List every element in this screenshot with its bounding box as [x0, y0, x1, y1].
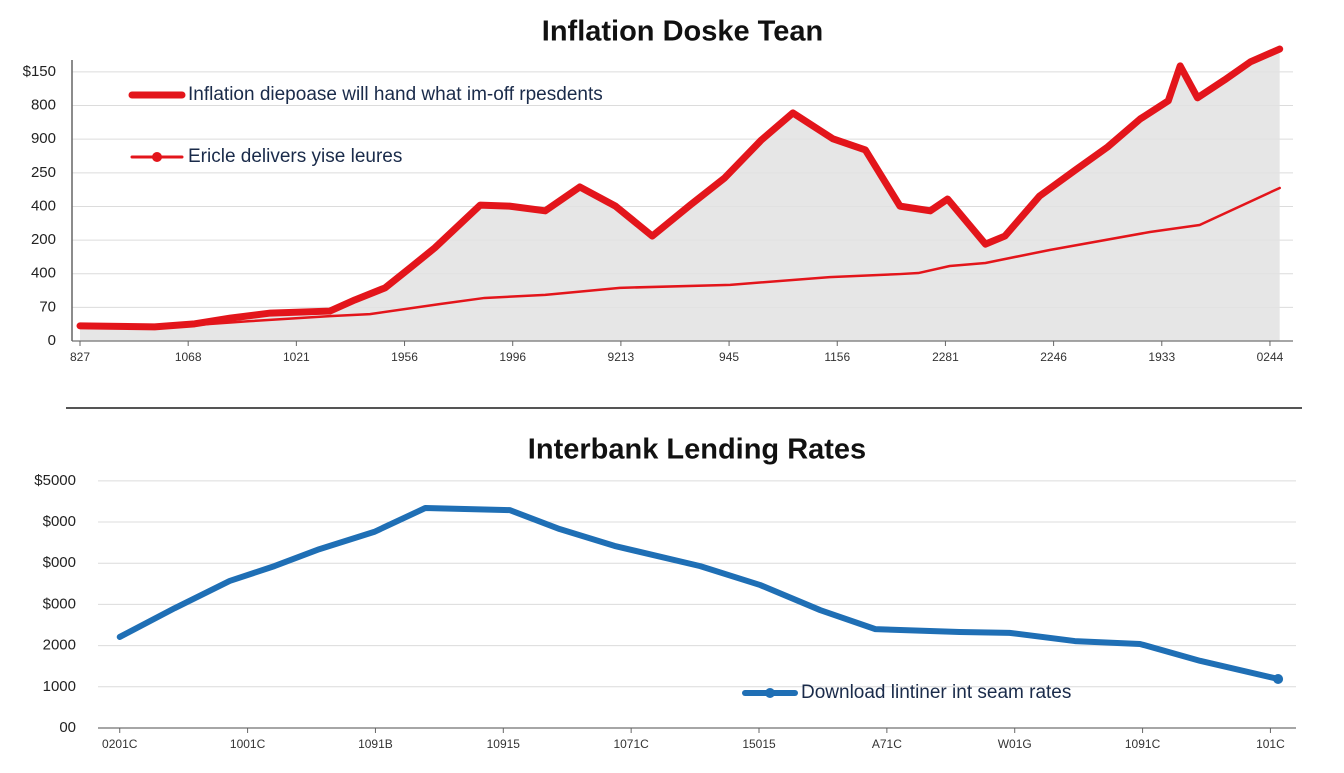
x-tick-label: 1068: [175, 350, 202, 364]
area-fill: [80, 49, 1280, 341]
x-tick-label: 101C: [1256, 737, 1285, 751]
x-tick-label: 15015: [742, 737, 776, 751]
legend-marker: [152, 152, 162, 162]
x-tick-label: 1021: [283, 350, 310, 364]
x-tick-label: 2281: [932, 350, 959, 364]
chart-title: Inflation Doske Tean: [542, 16, 823, 48]
x-tick-label: 1071C: [613, 737, 649, 751]
y-tick-label: 800: [31, 97, 56, 114]
x-tick-label: 945: [719, 350, 739, 364]
chart-title: Interbank Lending Rates: [528, 434, 866, 466]
y-tick-label: 400: [31, 265, 56, 282]
legend-marker: [765, 688, 775, 698]
x-tick-label: A71C: [872, 737, 902, 751]
y-tick-label: 900: [31, 130, 56, 147]
x-tick-label: 1156: [824, 350, 850, 364]
x-tick-label: 0244: [1257, 350, 1284, 364]
y-tick-label: 70: [39, 298, 56, 315]
y-tick-label: 200: [31, 231, 56, 248]
y-tick-label: $000: [43, 513, 76, 530]
legend-label: Ericle delivers yise leures: [188, 146, 402, 167]
x-tick-label: 1091C: [1125, 737, 1161, 751]
y-tick-label: 0: [48, 332, 56, 349]
legend-label: Inflation diepoase will hand what im-off…: [188, 84, 603, 105]
x-tick-label: 0201C: [102, 737, 138, 751]
x-tick-label: 1933: [1148, 350, 1175, 364]
line-series: [116, 505, 1282, 682]
x-tick-label: 10915: [487, 737, 521, 751]
x-tick-label: 827: [70, 350, 90, 364]
x-tick-label: W01G: [998, 737, 1032, 751]
y-tick-label: 400: [31, 197, 56, 214]
x-tick-label: 1956: [391, 350, 418, 364]
y-tick-label: $000: [43, 595, 76, 612]
x-tick-label: 9213: [608, 350, 635, 364]
x-tick-label: 2246: [1040, 350, 1067, 364]
end-marker: [1273, 673, 1284, 684]
y-tick-label: 1000: [43, 678, 76, 695]
y-tick-label: $150: [23, 63, 56, 80]
y-tick-label: 00: [59, 719, 76, 736]
y-tick-label: 250: [31, 164, 56, 181]
line-series: [78, 186, 1281, 330]
x-tick-label: 1091B: [358, 737, 393, 751]
legend-label: Download lintiner int seam rates: [801, 682, 1071, 703]
y-tick-label: 2000: [43, 637, 76, 654]
y-tick-label: $5000: [34, 472, 76, 489]
x-tick-label: 1001C: [230, 737, 266, 751]
line-series: [76, 45, 1284, 331]
x-tick-label: 1996: [499, 350, 526, 364]
y-tick-label: $000: [43, 554, 76, 571]
